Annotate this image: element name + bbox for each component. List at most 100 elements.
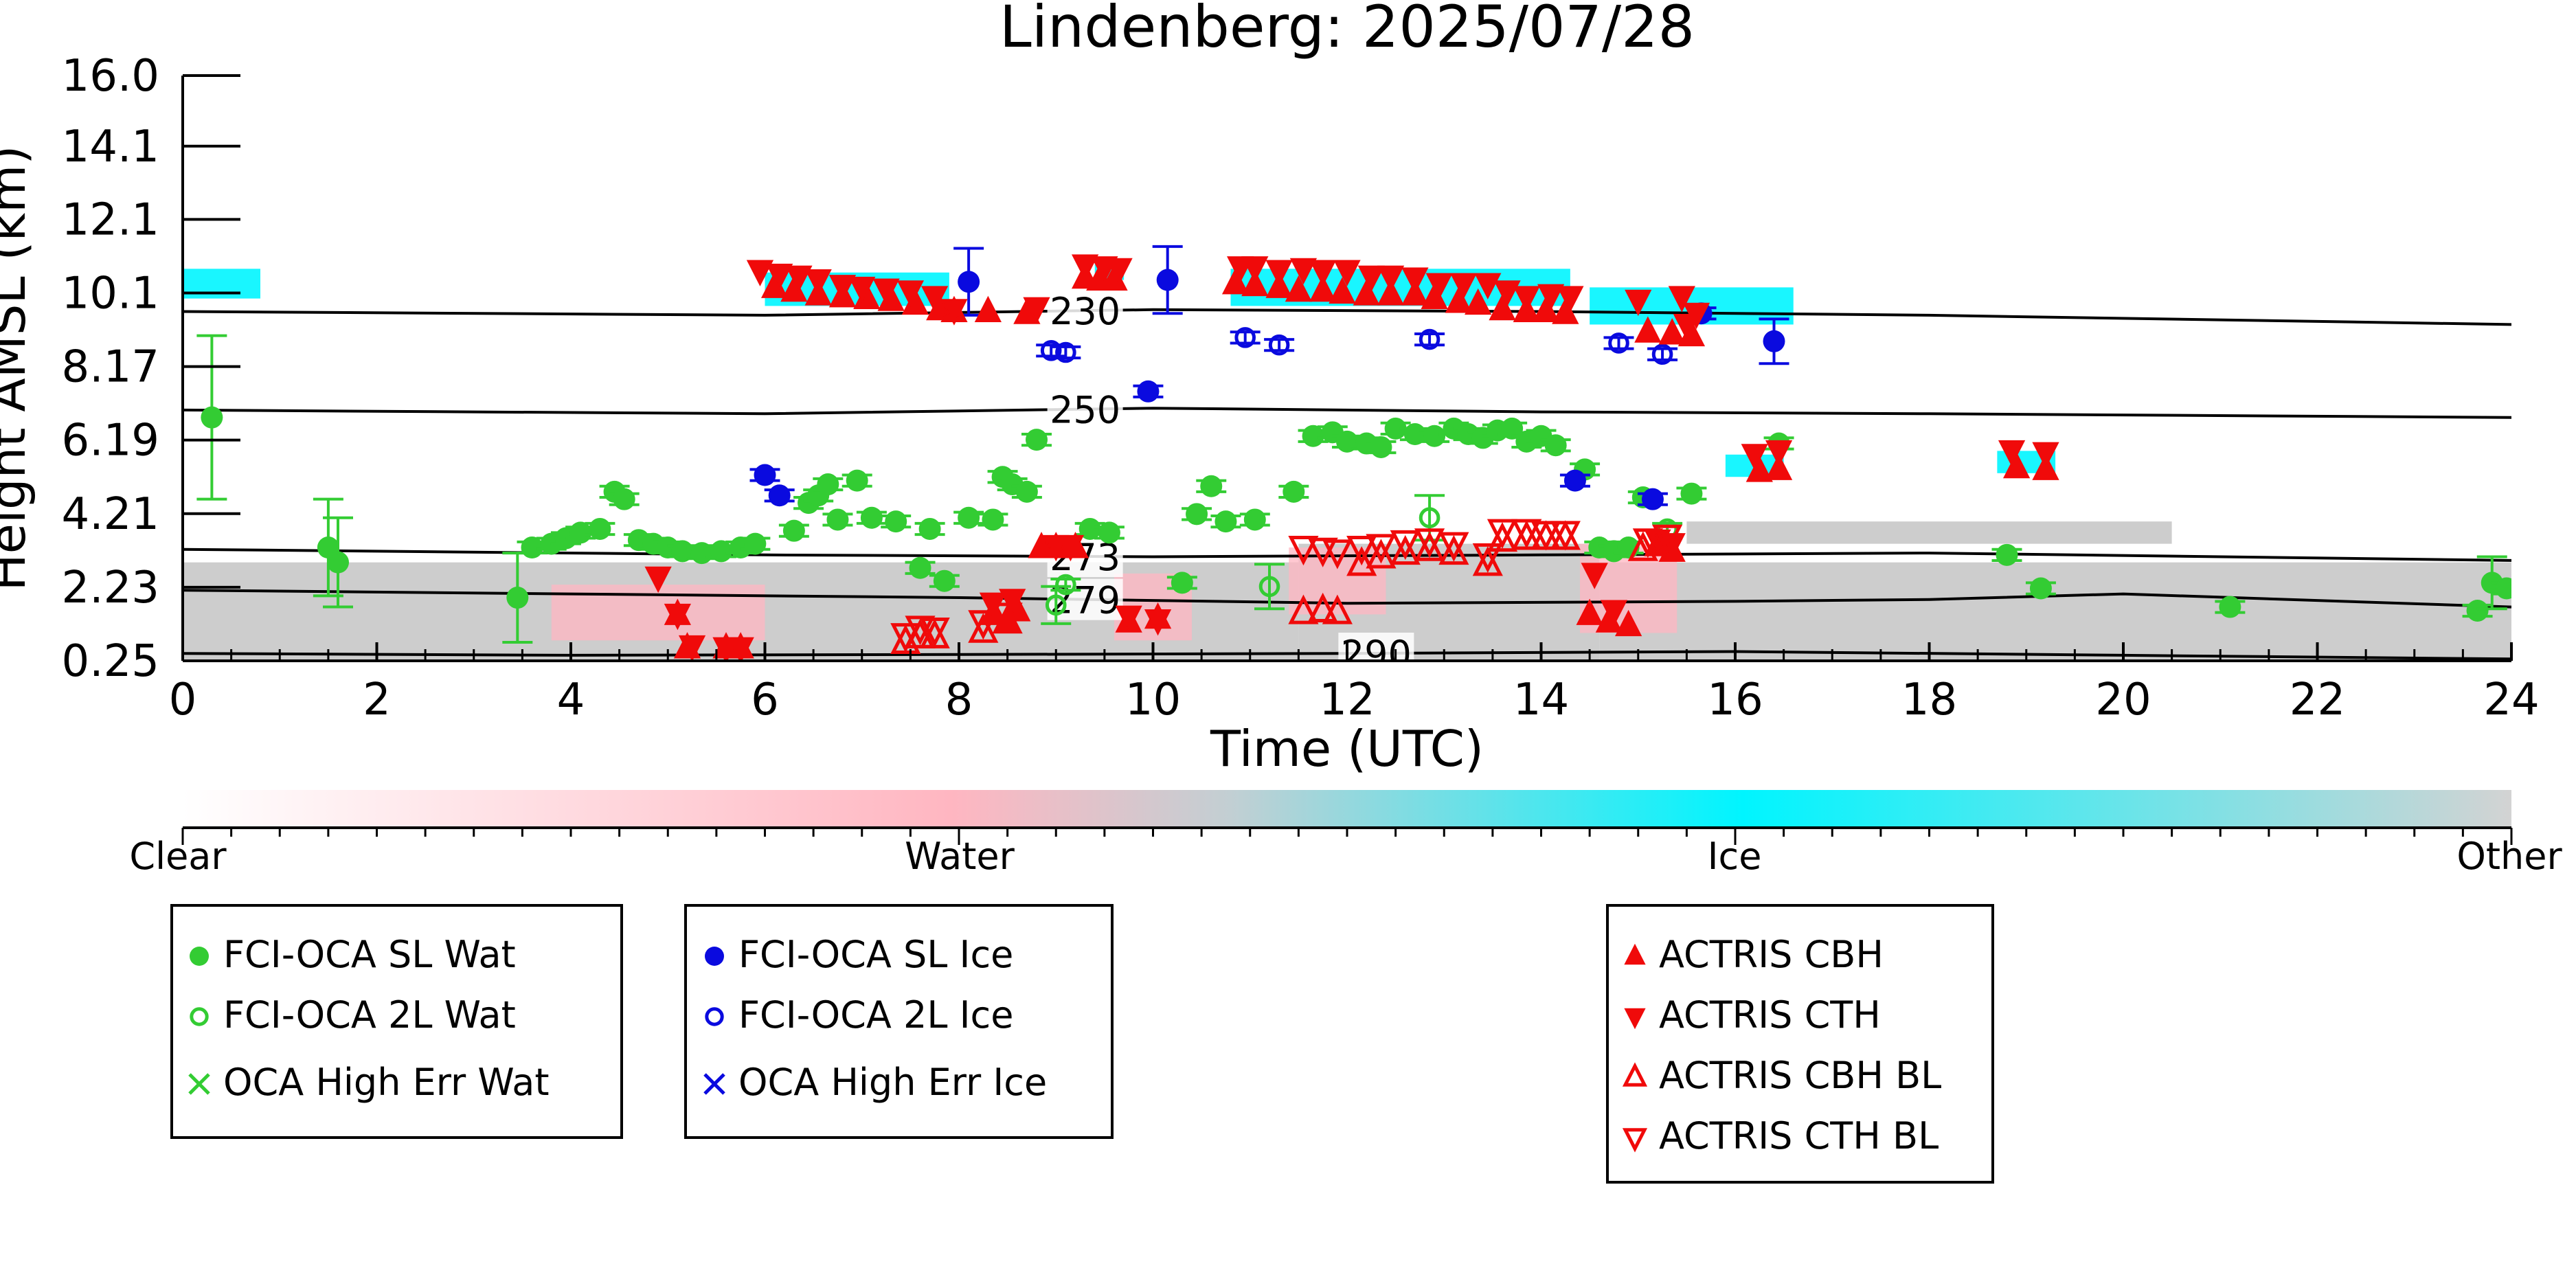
point-fci-oca-sl-ice [1763, 330, 1785, 352]
point-actris-cbh [1445, 286, 1473, 313]
x-tick-label: 22 [2290, 675, 2345, 725]
point-fci-oca-sl-wat [690, 542, 713, 565]
colorbar: Clear Water Ice Other [129, 790, 2562, 878]
point-fci-oca-sl-wat [1171, 572, 1193, 594]
point-actris-cbh-bl [1627, 531, 1658, 561]
point-actris-cbh-bl [968, 613, 999, 643]
point-actris-cth [1425, 273, 1453, 300]
y-tick-label: 2.23 [62, 563, 160, 613]
data-point-layer [196, 245, 2511, 660]
point-actris-cth [1600, 600, 1628, 626]
point-fci-oca-sl-wat [1336, 430, 1358, 453]
isotherm-label-250: 250 [1050, 389, 1120, 432]
point-actris-cbh [1634, 316, 1662, 343]
y-axis-ticks: 0.25 2.23 4.21 6.19 8.17 10.1 12.1 14.1 16.0 [62, 51, 240, 687]
point-actris-cbh [1241, 269, 1269, 297]
point-fci-oca-sl-wat [958, 506, 980, 529]
point-fci-oca-sl-wat [2495, 577, 2511, 600]
point-fci-oca-sl-wat [671, 540, 694, 563]
legend-markers [188, 943, 1648, 1153]
point-actris-cth [848, 276, 876, 304]
y-tick-label: 14.1 [62, 122, 160, 172]
point-fci-oca-sl-wat [1680, 482, 1703, 505]
point-fci-oca-sl-wat [1403, 423, 1426, 446]
point-fci-oca-sl-wat [1015, 480, 1038, 503]
point-actris-cbh [1614, 609, 1642, 637]
legend-marker-actris-cbh-bl [1622, 1062, 1648, 1087]
point-fci-oca-2l-ice [1608, 332, 1629, 354]
point-actris-cth [1357, 265, 1385, 293]
point-actris-cth-bl [1530, 521, 1561, 551]
legend-label-actris-cbh: ACTRIS CBH [1659, 933, 1884, 976]
point-actris-cth [746, 260, 774, 286]
point-fci-oca-sl-wat [846, 469, 868, 492]
legend-label-actris-cth-bl: ACTRIS CTH BL [1659, 1114, 1939, 1157]
point-fci-oca-2l-wat [1055, 574, 1076, 596]
point-actris-cbh-bl [1414, 531, 1445, 561]
point-actris-cth [1668, 286, 1695, 313]
point-actris-cth [766, 263, 793, 291]
point-actris-cth-bl [992, 602, 1023, 633]
point-actris-cth [1673, 313, 1701, 341]
point-actris-cbh-bl [1307, 592, 1338, 622]
point-fci-oca-sl-wat [909, 556, 931, 579]
point-actris-cth [1998, 440, 2026, 467]
point-fci-oca-2l-ice [1055, 341, 1076, 363]
legend-marker-actris-cth [1624, 1008, 1646, 1030]
point-actris-cbh [1309, 275, 1337, 302]
point-actris-cth [1741, 444, 1768, 471]
y-tick-label: 12.1 [62, 194, 160, 245]
point-fci-oca-sl-ice [1563, 469, 1586, 492]
point-fci-oca-sl-wat [569, 521, 592, 544]
isotherm-line-230 [183, 308, 2511, 326]
point-actris-cth [1581, 563, 1608, 589]
legend-label-sl-wat: FCI-OCA SL Wat [223, 933, 516, 976]
point-actris-cth [644, 566, 672, 594]
point-actris-cbh [974, 295, 1002, 322]
point-fci-oca-sl-ice [754, 464, 776, 486]
point-actris-cth [1241, 256, 1269, 283]
point-actris-cth [1449, 273, 1478, 300]
point-fci-oca-sl-wat [1501, 417, 1524, 440]
point-fci-oca-sl-wat [1098, 521, 1120, 544]
point-actris-cbh-bl [1322, 594, 1353, 624]
isotherm-label-bg [1047, 388, 1123, 430]
point-actris-cth [804, 269, 832, 296]
legend-marker-fci-oca-sl-ice [705, 947, 724, 966]
point-fci-oca-sl-wat [826, 508, 849, 531]
legend-water: FCI-OCA SL Wat FCI-OCA 2L Wat OCA High E… [170, 904, 623, 1139]
y-tick-label: 4.21 [62, 489, 160, 540]
point-actris-cbh [1377, 279, 1405, 306]
point-fci-oca-sl-ice [1156, 269, 1179, 291]
point-fci-oca-sl-wat [201, 406, 223, 429]
point-actris-cth [678, 635, 706, 660]
point-fci-oca-sl-wat [710, 540, 732, 563]
point-fci-oca-sl-wat [1302, 425, 1324, 447]
y-tick-label: 16.0 [62, 51, 160, 102]
point-fci-oca-sl-wat [2029, 577, 2052, 600]
point-actris-cth-bl [1487, 519, 1518, 549]
x-tick-label: 16 [1707, 675, 1763, 725]
point-actris-cbh [1658, 318, 1686, 345]
point-actris-cbh-bl [1366, 539, 1397, 569]
point-actris-cth [1071, 254, 1099, 281]
point-fci-oca-sl-wat [1186, 503, 1208, 526]
legend-label-higherr-ice: OCA High Err Ice [738, 1061, 1047, 1104]
point-fci-oca-sl-ice [958, 271, 980, 293]
point-actris-cth [872, 278, 900, 305]
x-axis-ticks: 0 2 4 6 8 10 12 14 16 18 20 22 24 [169, 642, 2540, 725]
point-fci-oca-sl-wat [885, 510, 907, 533]
point-actris-cth-bl [1346, 536, 1377, 566]
x-tick-label: 18 [1901, 675, 1957, 725]
point-actris-cth-bl [1322, 539, 1353, 569]
point-actris-cth [1537, 284, 1565, 311]
point-actris-cth-bl [1550, 521, 1581, 551]
y-tick-label: 10.1 [62, 268, 160, 319]
y-tick-label: 0.25 [62, 636, 160, 687]
point-actris-cth [1309, 260, 1337, 286]
point-fci-oca-sl-wat [817, 473, 839, 496]
point-actris-cbh-bl [1438, 534, 1469, 565]
point-fci-oca-2l-ice [1234, 327, 1256, 348]
point-fci-oca-sl-wat [1423, 425, 1446, 447]
